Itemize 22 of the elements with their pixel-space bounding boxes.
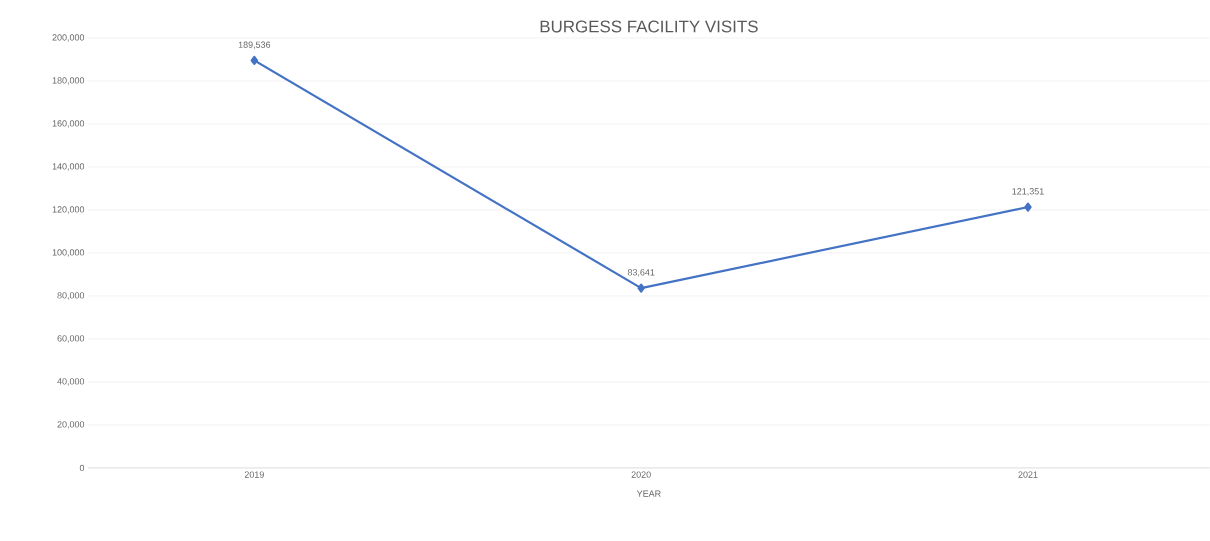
data-label: 189,536: [238, 41, 271, 49]
y-tick-label: 80,000: [57, 292, 85, 300]
y-tick-label: 40,000: [57, 378, 85, 386]
y-tick-label: 60,000: [57, 335, 85, 343]
y-tick-label: 0: [79, 464, 85, 472]
x-tick-label: 2021: [1018, 471, 1038, 478]
x-axis-title: YEAR: [636, 490, 661, 497]
data-label: 83,641: [627, 269, 655, 277]
data-label: 121,351: [1012, 188, 1044, 196]
x-tick-label: 2020: [631, 471, 651, 478]
point: [250, 55, 259, 66]
y-tick-label: 100,000: [52, 249, 85, 257]
y-tick-label: 140,000: [52, 163, 85, 171]
y-tick-label: 160,000: [52, 120, 85, 128]
y-tick-label: 20,000: [57, 421, 85, 429]
point: [637, 283, 645, 293]
y-tick-label: 200,000: [52, 34, 85, 42]
y-tick-label: 120,000: [52, 206, 85, 214]
chart-title: BURGESS FACILITY VISITS: [540, 20, 758, 33]
x-tick-label: 2019: [244, 471, 264, 478]
point: [1024, 202, 1032, 212]
y-tick-label: 180,000: [52, 77, 85, 85]
